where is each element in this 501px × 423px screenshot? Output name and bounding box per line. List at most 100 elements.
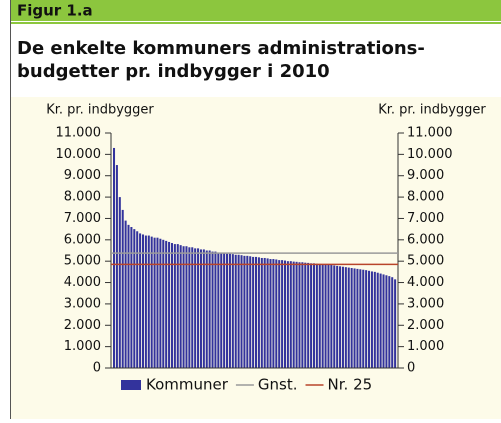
bar <box>333 265 336 368</box>
bar <box>391 277 394 368</box>
bar <box>324 264 327 368</box>
y-tick-label: 2.000 <box>64 318 101 333</box>
bar <box>252 256 255 368</box>
bar <box>168 241 171 368</box>
bar <box>118 197 121 368</box>
bar <box>156 237 159 368</box>
bar <box>223 253 226 368</box>
legend-label: Kommuner <box>146 376 229 394</box>
bar <box>330 265 333 368</box>
bar <box>312 263 315 368</box>
bar <box>170 243 173 368</box>
bar <box>257 257 260 368</box>
y2-tick-label: 9.000 <box>407 168 444 183</box>
bar <box>272 259 275 368</box>
bar <box>260 257 263 368</box>
bar <box>231 254 234 368</box>
y-tick-label: 10.000 <box>56 147 102 162</box>
bar <box>356 268 359 368</box>
bar <box>136 231 139 368</box>
bar <box>182 246 185 368</box>
legend-label: Nr. 25 <box>328 376 373 394</box>
y-tick-label: 5.000 <box>64 254 101 269</box>
bar <box>255 256 258 368</box>
y2-tick-label: 1.000 <box>407 339 444 354</box>
bar <box>199 249 202 368</box>
bar <box>327 264 330 368</box>
bar <box>197 248 200 368</box>
bar <box>139 233 142 368</box>
bar <box>249 256 252 368</box>
bar <box>266 258 269 368</box>
legend-swatch <box>121 380 141 390</box>
bar <box>307 262 310 368</box>
bar <box>289 261 292 368</box>
bar <box>336 265 339 368</box>
bar <box>341 266 344 368</box>
bar <box>133 229 136 368</box>
bar <box>159 238 162 368</box>
bar <box>150 236 153 368</box>
bar <box>286 261 289 368</box>
bar <box>141 234 145 368</box>
bar <box>228 253 231 368</box>
bar <box>113 147 116 368</box>
bar <box>191 247 194 368</box>
y2-tick-label: 2.000 <box>407 318 444 333</box>
bar <box>194 248 197 368</box>
bar <box>214 251 217 368</box>
y-tick-label: 7.000 <box>64 211 101 226</box>
y-tick-label: 11.000 <box>56 126 102 141</box>
bar <box>124 220 127 368</box>
bar <box>368 270 371 368</box>
bar <box>281 260 284 368</box>
bar <box>226 253 229 368</box>
bar <box>304 262 307 368</box>
bar <box>388 276 391 368</box>
chart-title: De enkelte kommuners administrations- <box>17 38 425 59</box>
bar <box>339 266 342 368</box>
bar <box>202 249 205 368</box>
bar <box>121 209 124 368</box>
bar <box>147 235 150 368</box>
y-axis-label: Kr. pr. indbygger <box>46 103 154 118</box>
y2-tick-label: 3.000 <box>407 296 444 311</box>
y-tick-label: 8.000 <box>64 190 101 205</box>
y2-tick-label: 6.000 <box>407 232 444 247</box>
bar <box>370 271 373 368</box>
y2-tick-label: 5.000 <box>407 254 444 269</box>
bar <box>315 263 318 368</box>
bar <box>153 237 156 368</box>
bar <box>234 254 237 368</box>
y2-tick-label: 8.000 <box>407 190 444 205</box>
bar <box>217 252 220 368</box>
y-tick-label: 4.000 <box>64 275 101 290</box>
bar <box>269 259 272 368</box>
bar <box>376 272 379 368</box>
y-tick-label: 6.000 <box>64 232 101 247</box>
bar <box>205 250 208 368</box>
bar <box>188 247 191 368</box>
bar <box>278 260 281 368</box>
bar <box>350 268 353 368</box>
y2-tick-label: 10.000 <box>407 147 453 162</box>
y2-tick-label: 7.000 <box>407 211 444 226</box>
bar <box>220 252 223 368</box>
figure-label: Figur 1.a <box>17 2 93 20</box>
bar <box>179 245 182 368</box>
bar <box>292 261 295 368</box>
bar <box>263 257 266 368</box>
y2-tick-label: 4.000 <box>407 275 444 290</box>
bar <box>283 260 287 368</box>
bar <box>347 267 350 368</box>
y2-tick-label: 11.000 <box>407 126 453 141</box>
chart-title: budgetter pr. indbygger i 2010 <box>17 61 330 82</box>
bar <box>394 279 397 368</box>
figure-band <box>10 0 501 21</box>
bar <box>353 268 356 368</box>
bar <box>310 263 313 368</box>
y-tick-label: 9.000 <box>64 168 101 183</box>
bar <box>162 239 165 368</box>
bar <box>298 262 301 368</box>
